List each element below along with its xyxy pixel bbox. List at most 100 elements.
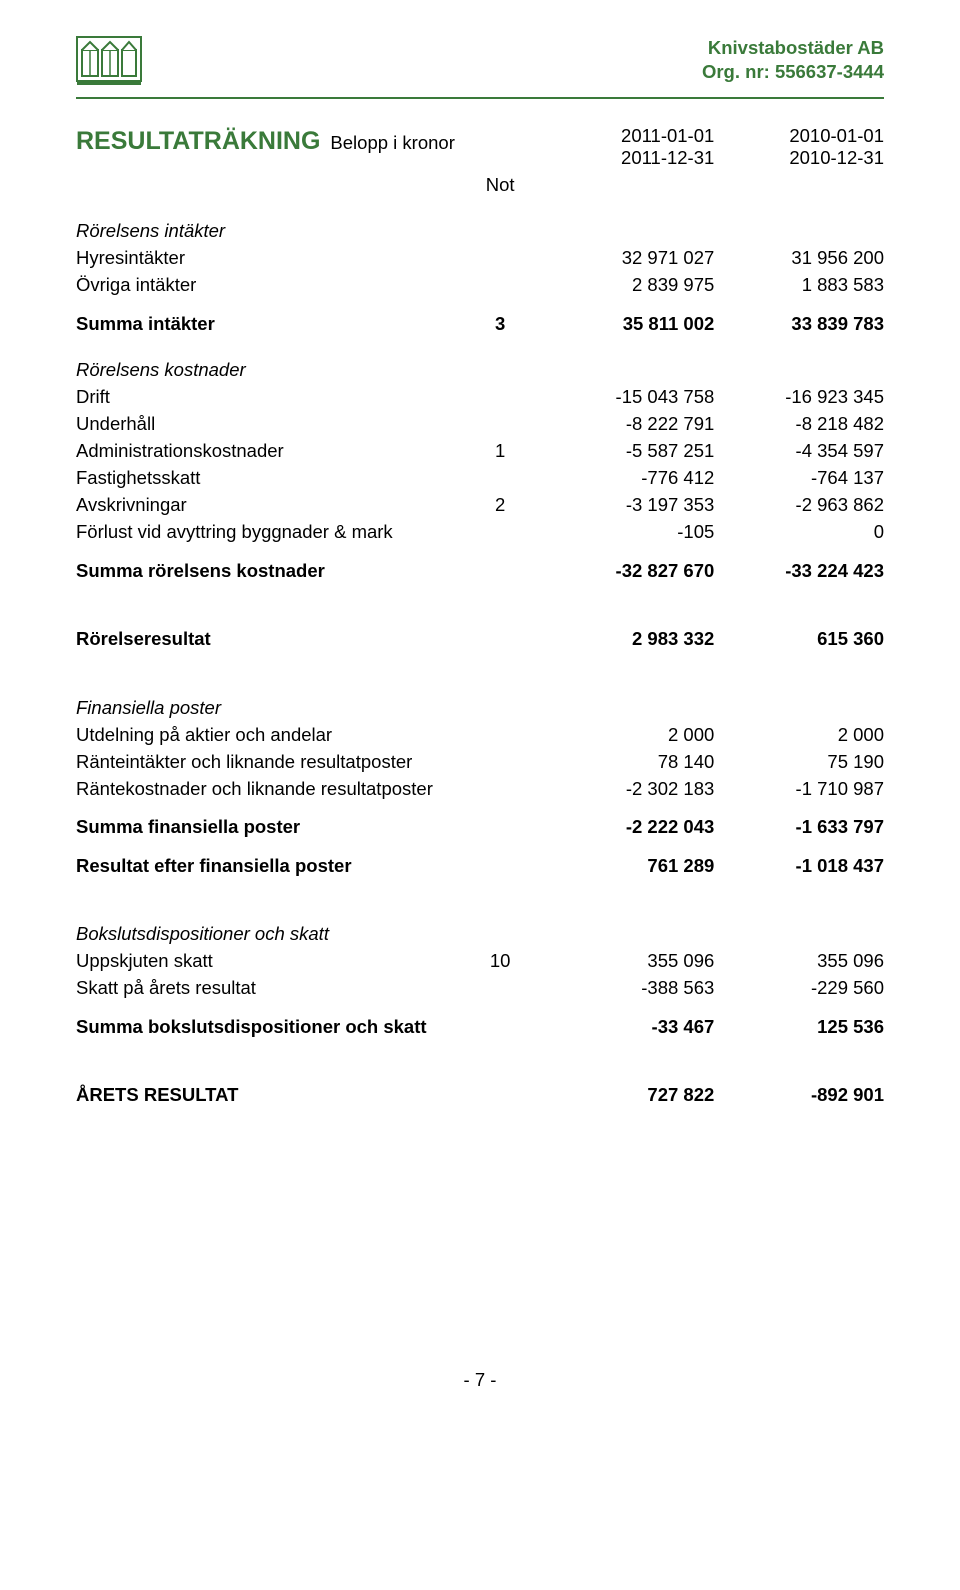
table-row: Summa bokslutsdispositioner och skatt-33… (76, 1002, 884, 1041)
row-label: Utdelning på aktier och andelar (76, 721, 456, 748)
row-note (456, 245, 545, 272)
row-note (456, 802, 545, 841)
row-note: 2 (456, 492, 545, 519)
row-value-current: 78 140 (545, 748, 715, 775)
row-value-current: -8 222 791 (545, 411, 715, 438)
row-value-prior: -892 901 (714, 1040, 884, 1109)
table-row: Skatt på årets resultat-388 563-229 560 (76, 975, 884, 1002)
row-value-prior (714, 653, 884, 722)
row-label: Summa rörelsens kostnader (76, 546, 456, 585)
row-value-prior: -1 018 437 (714, 841, 884, 880)
row-value-prior: 0 (714, 519, 884, 546)
table-row: Utdelning på aktier och andelar 2 0002 00… (76, 721, 884, 748)
row-label: Skatt på årets resultat (76, 975, 456, 1002)
row-value-current: 2 839 975 (545, 272, 715, 299)
row-label: Rörelsens intäkter (76, 198, 456, 245)
row-note: 1 (456, 438, 545, 465)
row-value-prior: -229 560 (714, 975, 884, 1002)
row-label: Summa finansiella poster (76, 802, 456, 841)
row-value-current: -33 467 (545, 1002, 715, 1041)
table-row: Övriga intäkter2 839 9751 883 583 (76, 272, 884, 299)
note-header-row: Not (76, 171, 884, 198)
period-col1: 2011-01-01 2011-12-31 (545, 122, 715, 171)
row-note (456, 1002, 545, 1041)
row-label: Rörelseresultat (76, 584, 456, 653)
row-value-prior: 1 883 583 (714, 272, 884, 299)
row-value-current: 2 983 332 (545, 584, 715, 653)
row-label: Räntekostnader och liknande resultatpost… (76, 775, 456, 802)
row-value-prior: -8 218 482 (714, 411, 884, 438)
header-rule (76, 97, 884, 99)
row-value-current: -2 222 043 (545, 802, 715, 841)
period-col2-end: 2010-12-31 (789, 147, 884, 168)
page-number: - 7 - (76, 1369, 884, 1391)
page: Knivstabostäder AB Org. nr: 556637-3444 … (0, 0, 960, 1590)
row-label: Drift (76, 384, 456, 411)
row-value-prior: 615 360 (714, 584, 884, 653)
row-value-prior: -2 963 862 (714, 492, 884, 519)
table-row: ÅRETS RESULTAT727 822-892 901 (76, 1040, 884, 1109)
row-value-prior: 33 839 783 (714, 299, 884, 338)
row-value-current (545, 653, 715, 722)
row-value-prior: -1 710 987 (714, 775, 884, 802)
period-col2: 2010-01-01 2010-12-31 (714, 122, 884, 171)
row-value-current (545, 879, 715, 948)
table-row: Administrationskostnader1-5 587 251-4 35… (76, 438, 884, 465)
row-value-prior: 355 096 (714, 948, 884, 975)
table-row: Underhåll -8 222 791-8 218 482 (76, 411, 884, 438)
table-row: Fastighetsskatt-776 412-764 137 (76, 465, 884, 492)
row-value-current: -2 302 183 (545, 775, 715, 802)
row-value-current: 727 822 (545, 1040, 715, 1109)
row-note (456, 748, 545, 775)
row-label: Underhåll (76, 411, 456, 438)
row-value-current: 2 000 (545, 721, 715, 748)
row-value-current: 35 811 002 (545, 299, 715, 338)
row-label: Finansiella poster (76, 653, 456, 722)
row-value-current: 761 289 (545, 841, 715, 880)
company-logo (76, 36, 144, 91)
row-value-prior: 75 190 (714, 748, 884, 775)
statement-subtitle: Belopp i kronor (330, 132, 454, 154)
org-number: Org. nr: 556637-3444 (154, 60, 884, 84)
row-label: Administrationskostnader (76, 438, 456, 465)
row-note (456, 519, 545, 546)
table-row: Rörelsens kostnader (76, 337, 884, 384)
row-value-current: 32 971 027 (545, 245, 715, 272)
row-value-prior (714, 879, 884, 948)
table-row: Resultat efter finansiella poster761 289… (76, 841, 884, 880)
row-label: Uppskjuten skatt (76, 948, 456, 975)
row-note (456, 721, 545, 748)
row-value-current: -5 587 251 (545, 438, 715, 465)
row-label: Förlust vid avyttring byggnader & mark (76, 519, 456, 546)
row-note (456, 198, 545, 245)
row-value-prior (714, 337, 884, 384)
row-label: Hyresintäkter (76, 245, 456, 272)
period-col1-end: 2011-12-31 (621, 147, 714, 168)
row-value-prior (714, 198, 884, 245)
row-note (456, 975, 545, 1002)
income-statement-table: 2011-01-01 2011-12-31 2010-01-01 2010-12… (76, 122, 884, 1109)
row-label: Rörelsens kostnader (76, 337, 456, 384)
row-value-prior: -4 354 597 (714, 438, 884, 465)
row-note (456, 411, 545, 438)
row-note (456, 384, 545, 411)
row-value-prior: -16 923 345 (714, 384, 884, 411)
row-value-current (545, 198, 715, 245)
row-note (456, 272, 545, 299)
row-label: Fastighetsskatt (76, 465, 456, 492)
row-note (456, 1040, 545, 1109)
table-row: Avskrivningar2-3 197 353-2 963 862 (76, 492, 884, 519)
table-row: Bokslutsdispositioner och skatt (76, 879, 884, 948)
row-note: 3 (456, 299, 545, 338)
row-note (456, 337, 545, 384)
table-row: Hyresintäkter32 971 02731 956 200 (76, 245, 884, 272)
table-row: Uppskjuten skatt10355 096355 096 (76, 948, 884, 975)
row-label: Bokslutsdispositioner och skatt (76, 879, 456, 948)
row-note (456, 841, 545, 880)
note-column-header: Not (456, 171, 545, 198)
table-row: Rörelseresultat 2 983 332615 360 (76, 584, 884, 653)
header-company-info: Knivstabostäder AB Org. nr: 556637-3444 (154, 36, 884, 84)
row-value-prior: 2 000 (714, 721, 884, 748)
row-note (456, 546, 545, 585)
row-note (456, 775, 545, 802)
